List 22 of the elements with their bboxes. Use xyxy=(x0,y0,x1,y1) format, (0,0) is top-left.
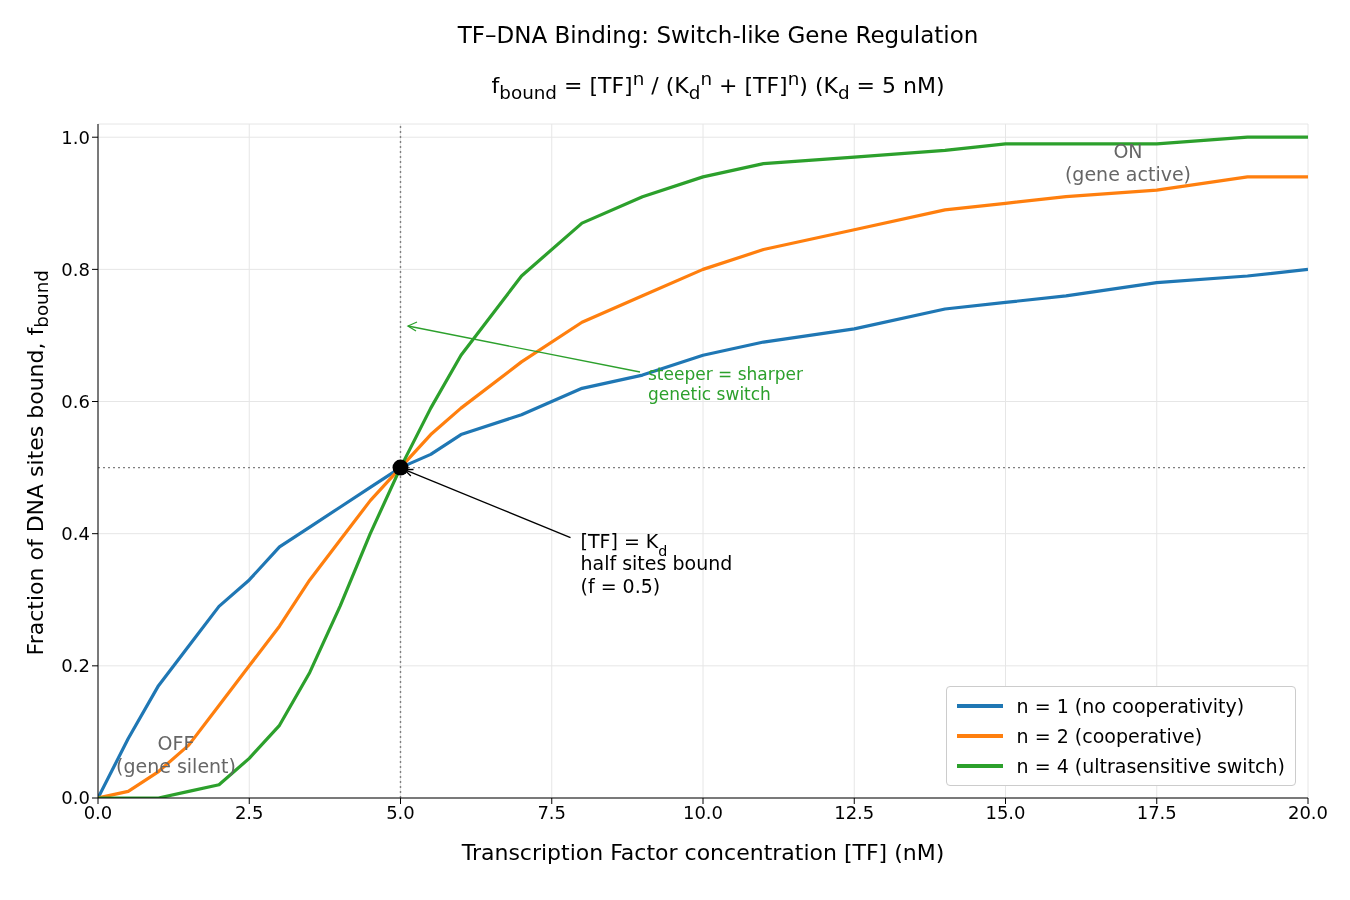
y-tick-label: 0.6 xyxy=(61,390,90,412)
x-tick-label: 2.5 xyxy=(234,801,264,823)
legend-label: n = 4 (ultrasensitive switch) xyxy=(1016,754,1285,779)
x-tick-label: 5.0 xyxy=(386,801,415,823)
chart-title: TF–DNA Binding: Switch-like Gene Regulation xyxy=(456,22,980,48)
legend-label: n = 1 (no cooperativity) xyxy=(1016,694,1245,719)
x-tick-label: 10.0 xyxy=(682,801,724,823)
x-tick-label: 12.5 xyxy=(834,801,875,823)
y-tick-label: 0.4 xyxy=(61,523,90,545)
x-tick-label: 17.5 xyxy=(1136,801,1177,823)
x-tick-label: 15.0 xyxy=(985,801,1026,823)
text: f$_{bound}$ = [TF]$^{n}$ / (K$_{d}$$^{n}$ + [TF]$^{n}$) (K$_{d}$ = 5 nM) xyxy=(491,68,945,103)
legend-label: n = 2 (cooperative) xyxy=(1016,724,1203,749)
annotation: ON (gene active) xyxy=(1064,140,1192,185)
y-tick-label: 1.0 xyxy=(61,126,90,148)
annotation: steeper = sharper genetic switch xyxy=(648,364,804,405)
x-tick-label: 7.5 xyxy=(537,801,567,823)
x-axis-title: Transcription Factor concentration [TF] (nM) xyxy=(460,840,945,865)
x-tick-label: 20.0 xyxy=(1287,801,1329,823)
y-tick-label: 0.8 xyxy=(61,258,90,280)
y-tick-label: 0.2 xyxy=(61,655,90,677)
annotation: [TF] = K$_{d}$ half sites bound (f = 0.5) xyxy=(580,529,733,598)
